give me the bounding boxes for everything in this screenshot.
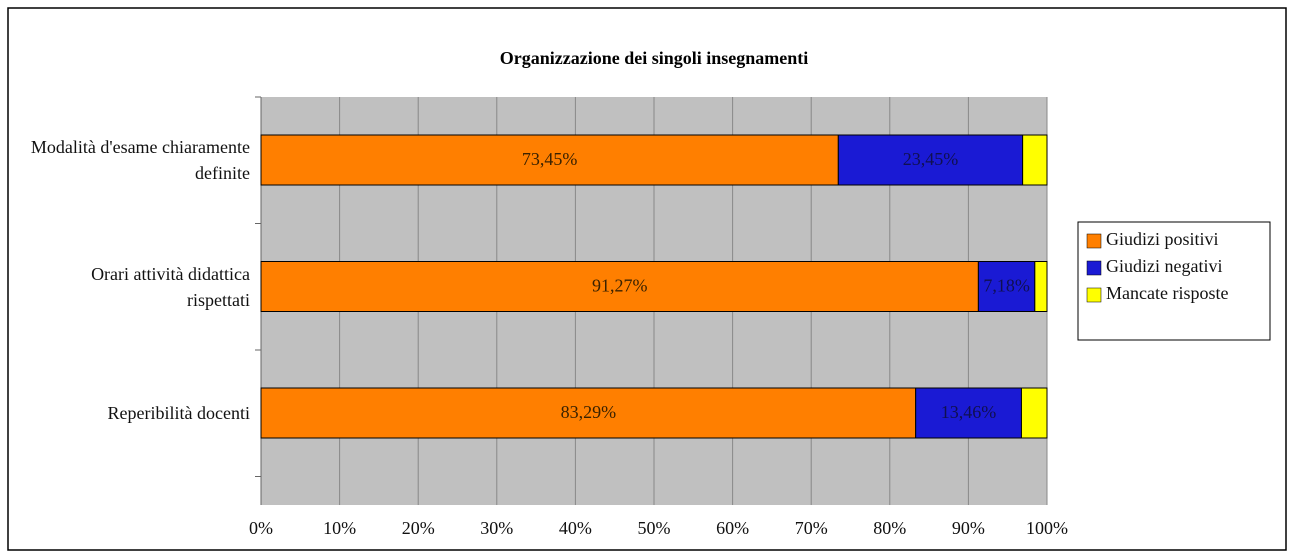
legend-swatch xyxy=(1086,287,1102,303)
x-tick-label: 20% xyxy=(402,518,435,538)
bar-segment xyxy=(1022,134,1048,186)
legend-box xyxy=(1077,221,1271,341)
x-tick-label: 80% xyxy=(873,518,906,538)
x-tick-label: 60% xyxy=(716,518,749,538)
x-tick-label: 100% xyxy=(1026,518,1068,538)
x-tick-label: 50% xyxy=(638,518,671,538)
legend-label: Giudizi negativi xyxy=(1106,256,1222,276)
x-tick-label: 90% xyxy=(952,518,985,538)
value-label: 23,45% xyxy=(903,149,959,169)
bar-segment xyxy=(915,387,1022,439)
chart-title: Organizzazione dei singoli insegnamenti xyxy=(500,48,809,68)
bar-segment xyxy=(1020,387,1048,439)
x-tick-label: 10% xyxy=(323,518,356,538)
bar-segment xyxy=(260,261,979,312)
legend-swatch xyxy=(1086,233,1102,249)
legend-label: Mancate risposte xyxy=(1106,283,1228,303)
legend-swatch xyxy=(1086,260,1102,276)
legend-label: Giudizi positivi xyxy=(1106,229,1219,249)
value-label: 91,27% xyxy=(592,276,648,296)
y-tick-label: Reperibilità docenti xyxy=(107,403,250,423)
value-label: 73,45% xyxy=(522,149,578,169)
value-label: 7,18% xyxy=(983,276,1030,296)
x-tick-label: 30% xyxy=(480,518,513,538)
value-label: 83,29% xyxy=(561,402,617,422)
y-tick-label: Modalità d'esame chiaramente definite xyxy=(30,137,250,183)
x-tick-label: 70% xyxy=(795,518,828,538)
bar-segment xyxy=(260,134,839,186)
bar-segment xyxy=(1034,261,1048,312)
x-tick-label: 40% xyxy=(559,518,592,538)
x-tick-label: 0% xyxy=(249,518,273,538)
y-tick-label: Orari attività didattica rispettati xyxy=(91,263,250,310)
bar-segment xyxy=(260,387,917,439)
bar-segment xyxy=(977,261,1036,312)
value-label: 13,46% xyxy=(941,402,997,422)
bar-segment xyxy=(837,134,1024,186)
